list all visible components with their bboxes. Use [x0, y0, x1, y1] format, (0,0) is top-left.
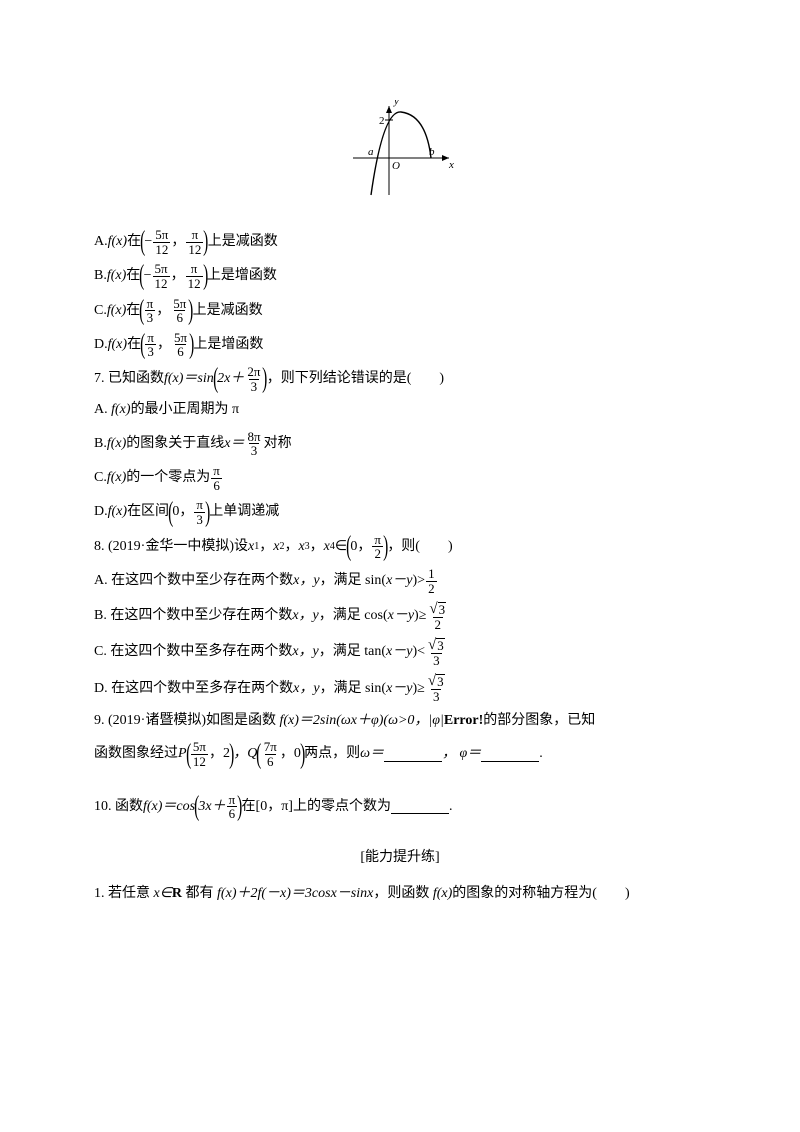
q6-option-c: C. f(x)在 (π3，5π6) 上是减函数: [94, 297, 706, 325]
q9-stem-2: 函数图象经过P (5π12，2) ，Q (7π6，0) 两点，则 ω＝， φ＝.: [94, 740, 706, 768]
q8-option-a: A. 在这四个数中至少存在两个数 x，y，满足 sin(x－y)>12: [94, 567, 706, 595]
q8-stem: 8. (2019·金华一中模拟)设 x1， x2， x3， x4 ∈ (0，π2…: [94, 533, 706, 561]
q6-option-b: B. f(x)在 (−5π12，π12) 上是增函数: [94, 262, 706, 290]
label-y: y: [393, 100, 399, 107]
p2q1-stem: 1. 若任意 x∈R 都有 f(x)＋2f(－x)＝3cosx－sinx，则函数…: [94, 883, 706, 905]
label-2: 2: [379, 115, 385, 127]
section-header: [能力提升练]: [94, 847, 706, 869]
q9-stem-1: 9. (2019·诸暨模拟)如图是函数 f(x)＝2sin(ωx＋φ)(ω>0，…: [94, 710, 706, 732]
q7-stem: 7. 已知函数 f(x)＝sin (2x＋2π3) ，则下列结论错误的是( ): [94, 365, 706, 393]
q8-option-d: D. 在这四个数中至多存在两个数 x，y，满足 sin(x－y)≥ √33: [94, 674, 706, 704]
q8-option-b: B. 在这四个数中至少存在两个数 x，y，满足 cos(x－y)≥ √32: [94, 601, 706, 631]
q6-option-d: D. f(x)在 (π3，5π6) 上是增函数: [94, 331, 706, 359]
label-a: a: [368, 146, 374, 158]
label-x: x: [448, 159, 454, 171]
figure-graph: 2 y x a b O: [94, 100, 706, 200]
blank-phi[interactable]: [481, 748, 539, 762]
label-O: O: [392, 160, 400, 172]
parabola-graph: 2 y x a b O: [341, 100, 459, 200]
q8-option-c: C. 在这四个数中至多存在两个数 x，y，满足 tan(x－y)< √33: [94, 638, 706, 668]
q6-option-a: A. f(x)在 (−5π12，π12) 上是减函数: [94, 228, 706, 256]
q10-stem: 10. 函数 f(x)＝cos (3x＋π6) 在[0，π]上的零点个数为.: [94, 793, 706, 821]
q7-option-d: D. f(x)在区间 (0，π3) 上单调递减: [94, 498, 706, 526]
q7-option-a: A. f(x)的最小正周期为 π: [94, 399, 706, 421]
q7-option-c: C. f(x)的一个零点为π6: [94, 464, 706, 492]
q7-option-b: B. f(x)的图象关于直线 x＝8π3 对称: [94, 430, 706, 458]
label-b: b: [429, 146, 435, 158]
blank-omega[interactable]: [384, 748, 442, 762]
blank-zeros[interactable]: [391, 800, 449, 814]
